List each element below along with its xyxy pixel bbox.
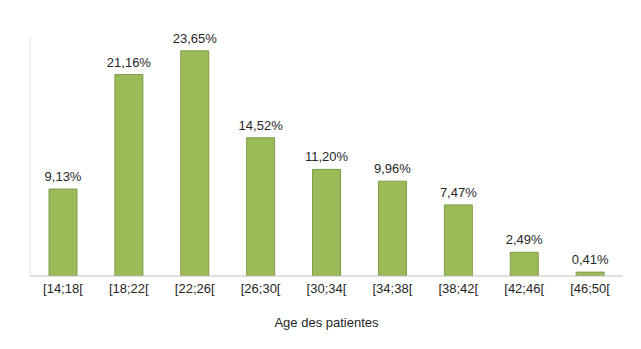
svg-text:[30;34[: [30;34[ [307, 281, 347, 296]
svg-text:[38;42[: [38;42[ [438, 281, 478, 296]
svg-text:[46;50[: [46;50[ [570, 281, 610, 296]
svg-text:9,13%: 9,13% [45, 169, 82, 184]
svg-text:9,96%: 9,96% [374, 161, 411, 176]
svg-text:21,16%: 21,16% [107, 55, 152, 70]
svg-text:[26;30[: [26;30[ [241, 281, 281, 296]
svg-text:0,41%: 0,41% [572, 252, 609, 267]
svg-text:[42;46[: [42;46[ [504, 281, 544, 296]
svg-text:14,52%: 14,52% [239, 118, 284, 133]
svg-text:11,20%: 11,20% [305, 149, 349, 164]
svg-text:23,65%: 23,65% [173, 31, 218, 46]
svg-text:7,47%: 7,47% [440, 185, 477, 200]
svg-text:[22;26[: [22;26[ [175, 281, 215, 296]
svg-text:Age des patientes: Age des patientes [274, 315, 379, 330]
svg-text:[18;22[: [18;22[ [109, 281, 149, 296]
svg-text:[34;38[: [34;38[ [373, 281, 413, 296]
svg-text:[14;18[: [14;18[ [43, 281, 83, 296]
svg-text:2,49%: 2,49% [506, 232, 543, 247]
